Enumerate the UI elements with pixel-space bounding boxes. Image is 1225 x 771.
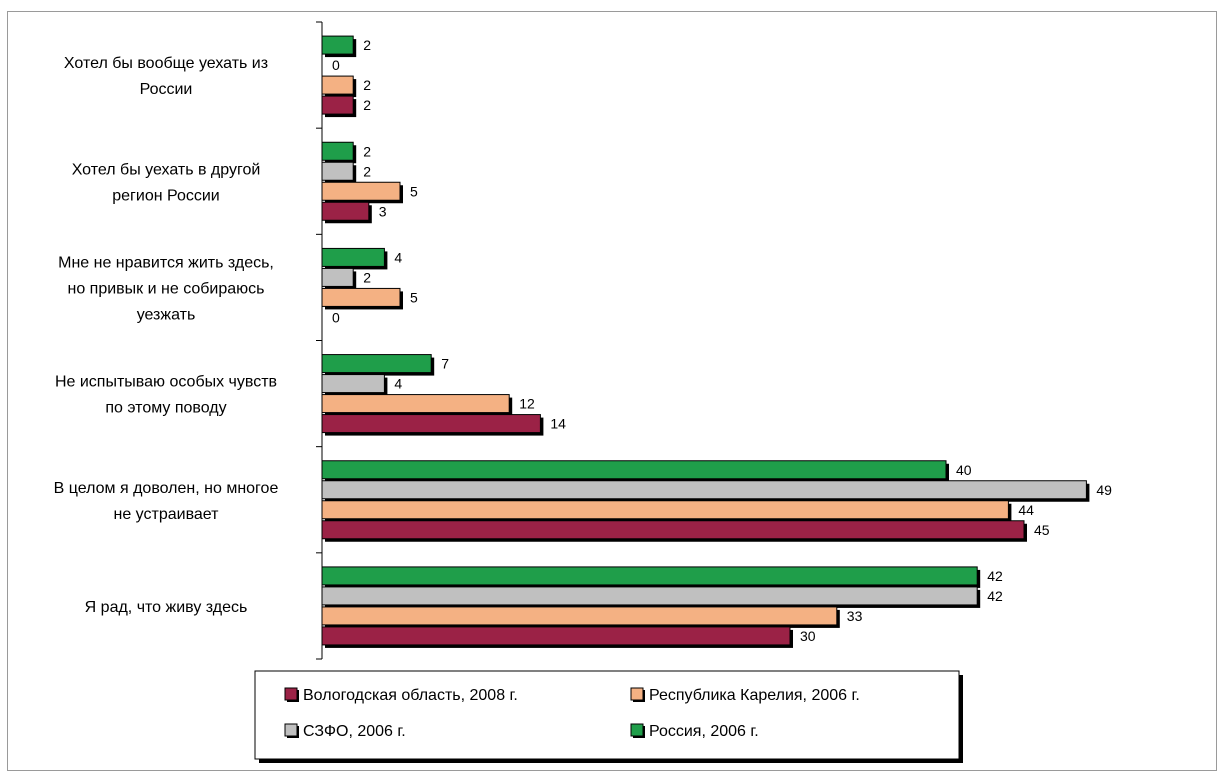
category-label: Хотел бы уехать в другой регион России <box>72 161 261 204</box>
category-label: В целом я доволен, но многое не устраивае… <box>54 480 279 523</box>
bar <box>321 414 541 434</box>
data-label: 49 <box>1096 482 1112 498</box>
data-label: 2 <box>363 97 371 113</box>
data-label: 45 <box>1034 522 1050 538</box>
bar <box>321 267 354 287</box>
bar <box>321 520 1025 540</box>
data-label: 0 <box>332 309 340 325</box>
bar <box>321 181 401 201</box>
data-label: 40 <box>956 462 972 478</box>
bar <box>321 586 978 606</box>
bar <box>321 500 1009 520</box>
bar <box>321 35 354 55</box>
bar <box>321 460 947 480</box>
bar <box>321 354 432 374</box>
legend-label: СЗФО, 2006 г. <box>303 723 406 740</box>
legend-box <box>254 670 960 760</box>
data-label: 42 <box>987 568 1003 584</box>
bar-chart: Хотел бы вообще уехать из России 2 0 2 2 Хотел… <box>54 21 1113 763</box>
data-label: 42 <box>987 588 1003 604</box>
legend-label: Республика Карелия, 2006 г. <box>649 687 860 704</box>
data-label: 44 <box>1018 502 1034 518</box>
bar <box>321 201 370 221</box>
data-label: 7 <box>441 356 449 372</box>
axis-layer <box>316 21 323 660</box>
bar <box>321 247 385 267</box>
bar <box>321 626 791 646</box>
bar <box>321 606 838 626</box>
bar <box>321 75 354 95</box>
bar <box>321 374 385 394</box>
category-label: Мне не нравится жить здесь, но привык и н… <box>58 254 274 323</box>
legend-swatch <box>630 687 644 701</box>
bar <box>321 95 354 115</box>
category-label: Я рад, что живу здесь <box>85 599 248 616</box>
legend-label: Вологодская область, 2008 г. <box>303 687 518 704</box>
data-label: 30 <box>800 628 816 644</box>
labels-layer: Хотел бы вообще уехать из России 2 0 2 2 Хотел… <box>54 37 1113 644</box>
data-label: 0 <box>332 57 340 73</box>
bar <box>321 480 1087 500</box>
legend-swatch <box>284 723 298 737</box>
data-label: 33 <box>847 608 863 624</box>
data-label: 4 <box>394 376 402 392</box>
data-label: 3 <box>379 203 387 219</box>
data-label: 2 <box>363 143 371 159</box>
data-label: 2 <box>363 37 371 53</box>
category-label: Хотел бы вообще уехать из России <box>64 55 268 98</box>
legend-swatch <box>630 723 644 737</box>
legend: Вологодская область, 2008 г. Республика К… <box>254 670 963 763</box>
data-label: 14 <box>550 416 566 432</box>
data-label: 2 <box>363 77 371 93</box>
bar <box>321 287 401 307</box>
data-label: 12 <box>519 396 535 412</box>
legend-label: Россия, 2006 г. <box>649 723 759 740</box>
data-label: 4 <box>394 249 402 265</box>
data-label: 5 <box>410 183 418 199</box>
chart-frame: Хотел бы вообще уехать из России 2 0 2 2 Хотел… <box>7 11 1217 771</box>
legend-swatch <box>284 687 298 701</box>
bar <box>321 566 978 586</box>
data-label: 5 <box>410 289 418 305</box>
bars-layer <box>321 35 1090 648</box>
data-label: 2 <box>363 163 371 179</box>
bar <box>321 394 510 414</box>
category-label: Не испытываю особых чувств по этому повод… <box>55 374 277 417</box>
bar <box>321 161 354 181</box>
data-label: 2 <box>363 269 371 285</box>
bar <box>321 141 354 161</box>
